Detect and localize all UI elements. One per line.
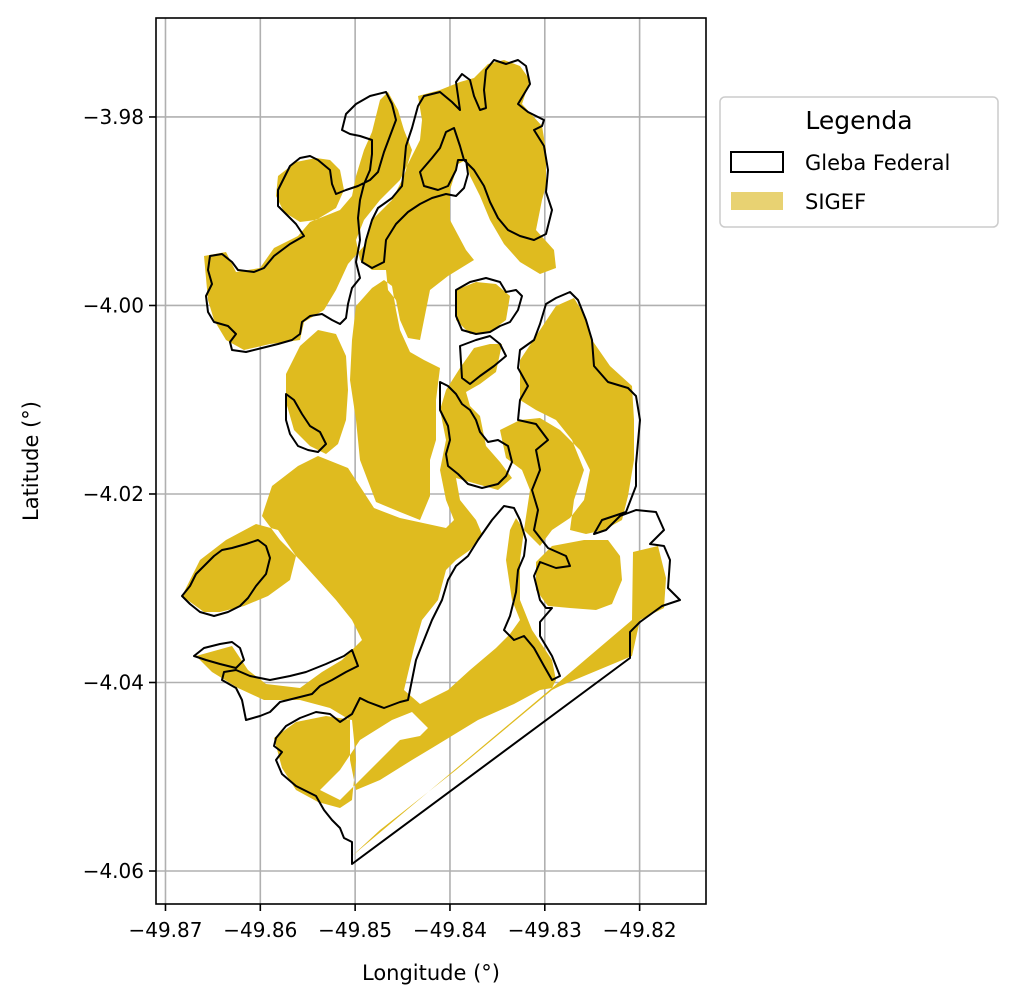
legend-box <box>719 96 999 228</box>
x-tick-label: −49.83 <box>508 918 582 942</box>
x-tick-label: −49.87 <box>128 918 202 942</box>
map-layers <box>181 59 681 865</box>
legend-title: Legenda <box>805 106 912 135</box>
x-tick-label: −49.82 <box>603 918 677 942</box>
x-axis-ticks: −49.87 −49.86 −49.85 −49.84 −49.83 −49.82 <box>128 904 677 942</box>
y-tick-label: −4.04 <box>83 671 144 695</box>
legend: Legenda Gleba Federal SIGEF <box>719 96 999 228</box>
x-tick-label: −49.86 <box>223 918 297 942</box>
gleba-federal-outline <box>181 59 681 865</box>
y-axis-label: Latitude (°) <box>19 401 43 521</box>
axes-frame <box>155 17 707 905</box>
x-tick-label: −49.85 <box>318 918 392 942</box>
y-tick-label: −4.06 <box>83 859 144 883</box>
sigef-parcels <box>182 60 666 856</box>
y-tick-label: −4.00 <box>83 293 144 317</box>
legend-swatch-gleba-federal <box>730 151 784 173</box>
legend-label-sigef: SIGEF <box>805 190 866 214</box>
x-tick-label: −49.84 <box>413 918 487 942</box>
y-tick-label: −4.02 <box>83 482 144 506</box>
x-axis-label: Longitude (°) <box>362 961 500 985</box>
legend-label-gleba-federal: Gleba Federal <box>805 151 950 175</box>
y-axis-ticks: −3.98 −4.00 −4.02 −4.04 −4.06 <box>83 105 156 883</box>
y-tick-label: −3.98 <box>83 105 144 129</box>
legend-swatch-sigef <box>731 192 783 210</box>
